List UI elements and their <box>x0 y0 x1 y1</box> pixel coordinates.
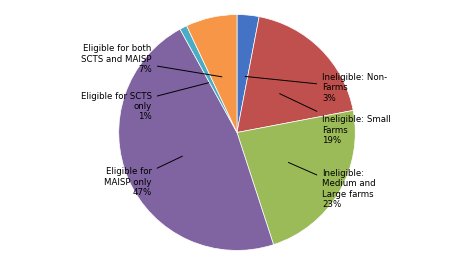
Wedge shape <box>180 26 237 132</box>
Wedge shape <box>237 111 356 245</box>
Text: Ineligible:
Medium and
Large farms
23%: Ineligible: Medium and Large farms 23% <box>288 162 376 209</box>
Wedge shape <box>237 17 353 132</box>
Text: Ineligible: Non-
Farms
3%: Ineligible: Non- Farms 3% <box>245 73 387 103</box>
Wedge shape <box>187 15 237 132</box>
Wedge shape <box>237 15 259 132</box>
Text: Eligible for both
SCTS and MAISP
7%: Eligible for both SCTS and MAISP 7% <box>82 45 222 77</box>
Text: Eligible for SCTS
only
1%: Eligible for SCTS only 1% <box>81 83 209 121</box>
Text: Eligible for
MAISP only
47%: Eligible for MAISP only 47% <box>104 156 182 197</box>
Text: Ineligible: Small
Farms
19%: Ineligible: Small Farms 19% <box>280 94 391 145</box>
Wedge shape <box>118 29 273 250</box>
